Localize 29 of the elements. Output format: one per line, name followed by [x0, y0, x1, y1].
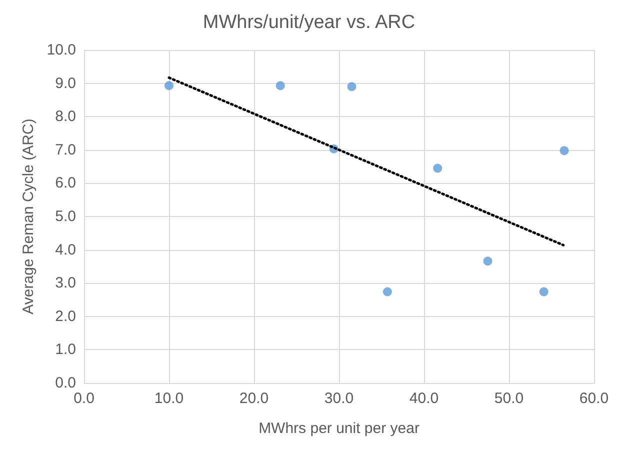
y-tick-label: 1.0	[55, 341, 76, 358]
y-tick-label: 3.0	[55, 274, 76, 292]
y-tick-label: 9.0	[55, 74, 76, 92]
point	[164, 81, 174, 90]
y-tick-label: 4.0	[55, 241, 76, 258]
y-axis-title: Average Reman Cycle (ARC)	[20, 118, 37, 314]
x-tick-label: 20.0	[239, 390, 269, 407]
point	[276, 81, 285, 90]
x-tick-label: 60.0	[579, 390, 609, 407]
y-tick-label: 8.0	[55, 108, 76, 126]
x-tick-label: 30.0	[324, 390, 354, 407]
point	[382, 287, 392, 296]
y-tick-label: 2.0	[55, 308, 76, 325]
y-tick-label: 6.0	[55, 174, 76, 192]
x-tick-label: 0.0	[74, 390, 94, 407]
x-tick-label: 50.0	[494, 390, 524, 407]
point	[433, 164, 442, 173]
y-tick-label: 0.0	[55, 374, 76, 392]
x-axis-title: MWhrs per unit per year	[258, 420, 420, 437]
y-tick-label: 5.0	[55, 208, 76, 225]
point	[560, 146, 569, 156]
y-tick-label: 10.0	[46, 42, 76, 58]
chart-title: MWhrs/unit/year vs. ARC	[202, 12, 416, 33]
x-tick-label: 10.0	[154, 390, 184, 407]
y-tick-label: 7.0	[55, 141, 76, 158]
point	[483, 256, 492, 266]
point	[347, 82, 356, 92]
point	[539, 287, 548, 296]
x-tick-label: 40.0	[409, 390, 439, 407]
